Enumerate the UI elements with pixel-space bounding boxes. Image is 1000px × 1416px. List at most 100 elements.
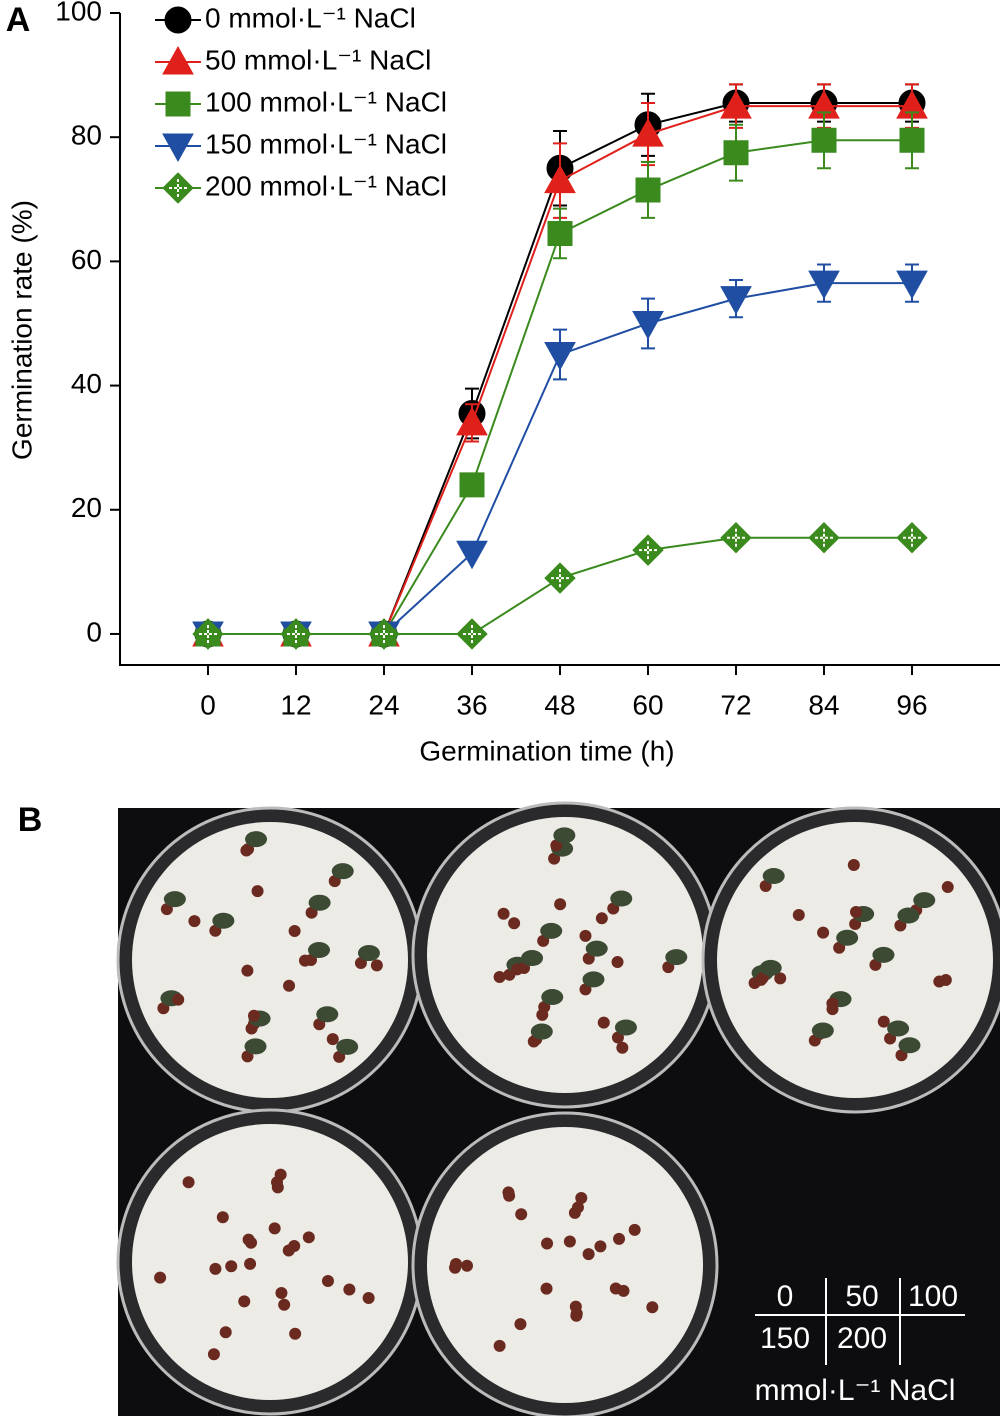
photo-label: 150 (760, 1322, 810, 1355)
seed (597, 1016, 610, 1029)
marker (544, 164, 576, 194)
seed (540, 1282, 553, 1295)
panel-label: B (18, 801, 43, 839)
seed (508, 917, 521, 930)
marker (456, 406, 488, 436)
marker (164, 6, 192, 34)
seedling (553, 827, 576, 844)
seedling (357, 945, 380, 962)
marker (280, 618, 312, 650)
legend-label: 150 mmol·L⁻¹ NaCl (205, 128, 447, 159)
seedling (614, 1019, 637, 1036)
seedling (811, 1022, 834, 1039)
seedling (244, 1038, 267, 1055)
seedling (762, 867, 785, 884)
seed (502, 1186, 515, 1199)
seed (579, 929, 592, 942)
marker (544, 562, 576, 594)
seed (609, 1282, 622, 1295)
marker (456, 540, 488, 570)
y-tick-label: 20 (71, 492, 102, 523)
seed (847, 859, 860, 872)
seedling (336, 1038, 359, 1055)
seedling (212, 912, 235, 929)
x-tick-label: 24 (368, 689, 399, 720)
seedling (585, 940, 608, 957)
seed (225, 1260, 238, 1273)
marker (896, 270, 928, 300)
seed (326, 1033, 339, 1046)
seedling (541, 989, 564, 1006)
seed (275, 1286, 288, 1299)
seed (646, 1301, 659, 1314)
seed (616, 1041, 629, 1054)
photo-label: 200 (837, 1322, 887, 1355)
seed (563, 1235, 576, 1248)
seed (514, 1318, 527, 1331)
seed (613, 1232, 626, 1245)
marker (720, 286, 752, 315)
seed (792, 908, 805, 921)
marker (720, 90, 752, 119)
photo-label: 100 (908, 1280, 958, 1313)
seed (242, 1233, 255, 1246)
seedling (759, 959, 782, 976)
seed (188, 915, 201, 928)
photo-panel: B 0 50 100 150 200 mmol·L⁻¹ NaCl (18, 801, 1000, 1416)
seed (515, 1208, 528, 1221)
seed (774, 972, 787, 985)
marker (808, 270, 840, 300)
seed (826, 997, 839, 1010)
seed (247, 1009, 260, 1022)
seed (595, 912, 608, 925)
seed (219, 1326, 232, 1339)
seed (817, 926, 830, 939)
photo-label: 50 (845, 1280, 878, 1313)
seedling (582, 971, 605, 988)
seed (238, 1295, 251, 1308)
y-tick-label: 60 (71, 244, 102, 275)
seedling (887, 1020, 910, 1037)
seed (343, 1283, 356, 1296)
seedling (665, 949, 688, 966)
photo-label: 0 (777, 1280, 794, 1313)
seed (582, 1248, 595, 1261)
seed (450, 1258, 463, 1271)
seed (298, 954, 311, 967)
seed (321, 1275, 334, 1288)
seed (241, 964, 254, 977)
marker (723, 140, 749, 166)
seed (216, 1211, 229, 1224)
x-axis-title: Germination time (h) (419, 735, 674, 766)
y-tick-label: 40 (71, 368, 102, 399)
seed (575, 1191, 588, 1204)
seedling (308, 894, 331, 911)
seed (941, 881, 954, 894)
dishes (116, 801, 1000, 1416)
seedling (308, 942, 330, 958)
seed (370, 959, 383, 972)
seedling (245, 831, 268, 848)
marker (459, 472, 485, 498)
seed (541, 1237, 554, 1250)
marker (456, 618, 488, 650)
marker (720, 521, 752, 554)
series (192, 521, 928, 650)
legend-label: 100 mmol·L⁻¹ NaCl (205, 86, 447, 117)
legend: 0 mmol·L⁻¹ NaCl 50 mmol·L⁻¹ NaCl 100 mmol·… (155, 2, 447, 204)
marker (162, 172, 194, 204)
seed (554, 898, 567, 911)
seedling (836, 929, 859, 946)
x-tick-label: 72 (720, 689, 751, 720)
seed (207, 1348, 220, 1361)
filter-paper (132, 822, 408, 1098)
marker (192, 618, 224, 650)
marker (899, 127, 925, 153)
seed (288, 925, 301, 938)
seed (289, 1327, 302, 1340)
seedling (897, 907, 920, 924)
seed (611, 956, 624, 969)
marker (162, 133, 194, 163)
seed (493, 971, 506, 984)
